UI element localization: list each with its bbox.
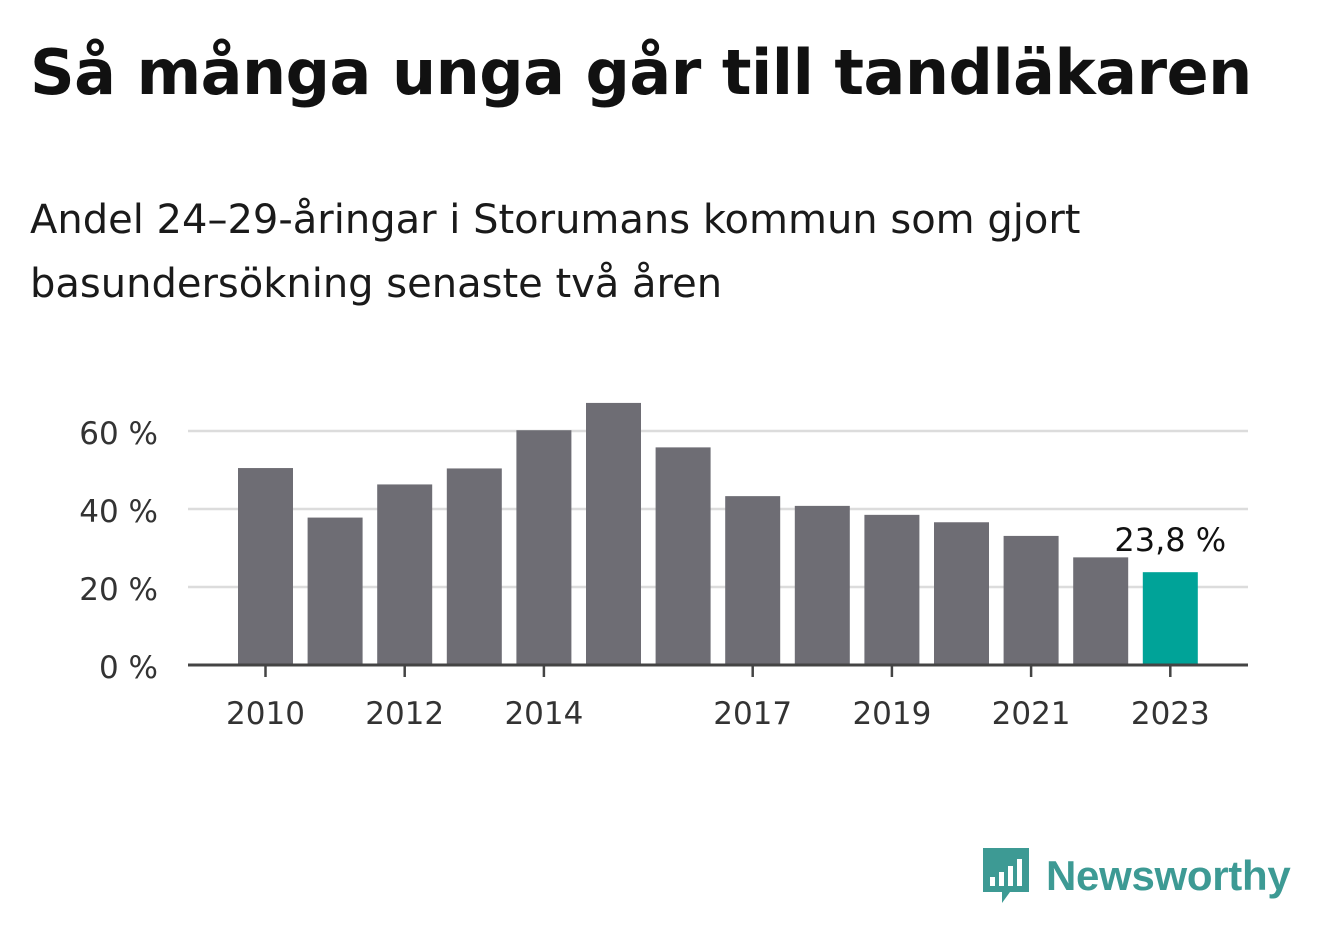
bar xyxy=(864,514,920,665)
y-axis-ticks: 0 % 20 % 40 % 60 % xyxy=(79,416,158,686)
bar xyxy=(307,517,363,665)
brand-logo: Newsworthy xyxy=(980,846,1291,906)
y-tick-label: 0 % xyxy=(99,650,158,686)
bars xyxy=(238,402,1198,665)
grid-lines xyxy=(188,429,1248,589)
y-tick-label: 40 % xyxy=(79,494,158,530)
x-axis-ticks: 2010 2012 2014 2017 2019 2021 2023 xyxy=(226,665,1210,732)
data-labels: 23,8 % xyxy=(1114,521,1226,559)
x-tick-label: 2014 xyxy=(504,696,583,732)
x-tick-label: 2010 xyxy=(226,696,305,732)
x-tick-label: 2021 xyxy=(992,696,1071,732)
data-label-highlight: 23,8 % xyxy=(1114,521,1226,559)
brand-name: Newsworthy xyxy=(1046,852,1291,899)
newsworthy-chat-bars-icon xyxy=(983,848,1029,903)
bar xyxy=(516,430,572,665)
bar xyxy=(1003,535,1059,665)
x-tick-label: 2017 xyxy=(713,696,792,732)
bar xyxy=(725,496,781,665)
x-tick-label: 2019 xyxy=(852,696,931,732)
y-tick-label: 20 % xyxy=(79,572,158,608)
bar xyxy=(238,468,293,665)
bar xyxy=(934,522,989,665)
bar xyxy=(1073,557,1129,665)
chart-subtitle: Andel 24–29-åringar i Storumans kommun s… xyxy=(30,197,1081,307)
bar xyxy=(655,447,711,665)
bar xyxy=(586,402,641,665)
y-tick-label: 60 % xyxy=(79,416,158,452)
x-tick-label: 2023 xyxy=(1131,696,1210,732)
bar xyxy=(377,484,433,665)
x-tick-label: 2012 xyxy=(365,696,444,732)
bar xyxy=(446,468,502,665)
chart-title: Så många unga går till tandläkaren xyxy=(30,36,1252,109)
bar xyxy=(794,505,850,665)
bar-highlight xyxy=(1142,572,1198,665)
